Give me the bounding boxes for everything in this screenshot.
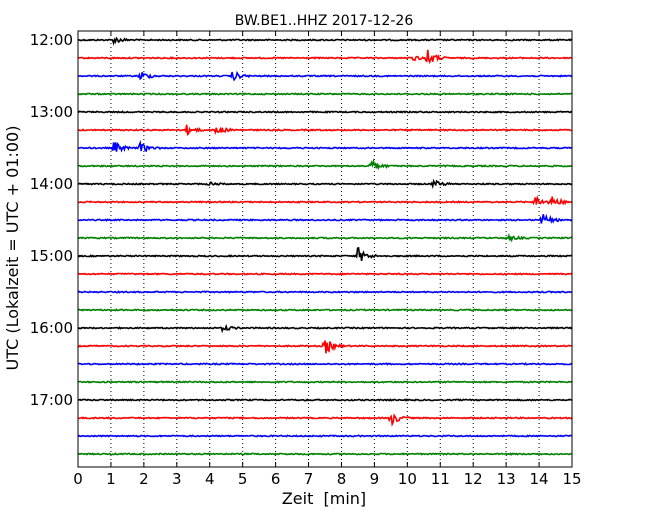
grid <box>110 31 540 467</box>
trace-line <box>77 194 573 206</box>
x-tick-label: 15 <box>562 470 581 488</box>
trace-line <box>77 92 573 96</box>
trace-line <box>77 290 573 294</box>
trace-line <box>77 124 572 136</box>
trace-line <box>78 398 573 402</box>
x-tick-label: 5 <box>238 470 248 488</box>
y-tick-label: 16:00 <box>30 319 73 337</box>
trace-line <box>78 139 573 153</box>
trace-line <box>77 49 573 65</box>
trace-line <box>77 308 573 312</box>
trace-line <box>77 36 573 46</box>
trace-line <box>77 110 573 114</box>
x-tick-label: 9 <box>370 470 380 488</box>
y-tick-label: 17:00 <box>30 391 73 409</box>
y-tick-label: 12:00 <box>30 31 73 49</box>
x-tick-label: 11 <box>431 470 450 488</box>
trace-line <box>77 247 573 262</box>
x-tick-label: 10 <box>398 470 417 488</box>
x-tick-label: 3 <box>172 470 182 488</box>
x-tick-label: 8 <box>337 470 347 488</box>
x-axis-label: Zeit [min] <box>282 489 366 508</box>
trace-line <box>77 272 573 276</box>
y-axis-ticks: 12:00 13:00 14:00 15:00 16:00 17:00 <box>30 31 572 409</box>
y-tick-label: 15:00 <box>30 247 73 265</box>
trace-line <box>77 434 573 438</box>
plot-frame <box>77 30 573 468</box>
y-tick-label: 14:00 <box>30 175 73 193</box>
x-tick-label: 1 <box>106 470 116 488</box>
x-tick-label: 12 <box>464 470 483 488</box>
trace-line <box>77 233 573 243</box>
trace-line <box>77 452 573 456</box>
trace-line <box>77 380 573 384</box>
trace-line <box>77 362 573 366</box>
trace-line <box>77 213 573 224</box>
chart-title: BW.BE1..HHZ 2017-12-26 <box>235 13 414 29</box>
x-tick-label: 4 <box>205 470 215 488</box>
trace-line <box>77 323 573 334</box>
x-tick-label: 0 <box>73 470 83 488</box>
x-tick-label: 6 <box>271 470 281 488</box>
x-tick-label: 13 <box>497 470 516 488</box>
trace-line <box>77 340 573 354</box>
x-tick-label: 2 <box>139 470 149 488</box>
trace-line <box>78 70 573 82</box>
y-tick-label: 13:00 <box>30 103 73 121</box>
y-axis-label: UTC (Lokalzeit = UTC + 01:00) <box>3 126 22 371</box>
x-tick-label: 7 <box>304 470 314 488</box>
trace-line <box>77 178 573 190</box>
traces <box>77 36 573 456</box>
x-axis-ticks: 0 1 2 3 4 5 6 7 8 9 10 11 12 13 14 15 <box>73 31 582 488</box>
x-tick-label: 14 <box>530 470 549 488</box>
trace-line <box>78 413 573 427</box>
trace-line <box>77 158 572 171</box>
